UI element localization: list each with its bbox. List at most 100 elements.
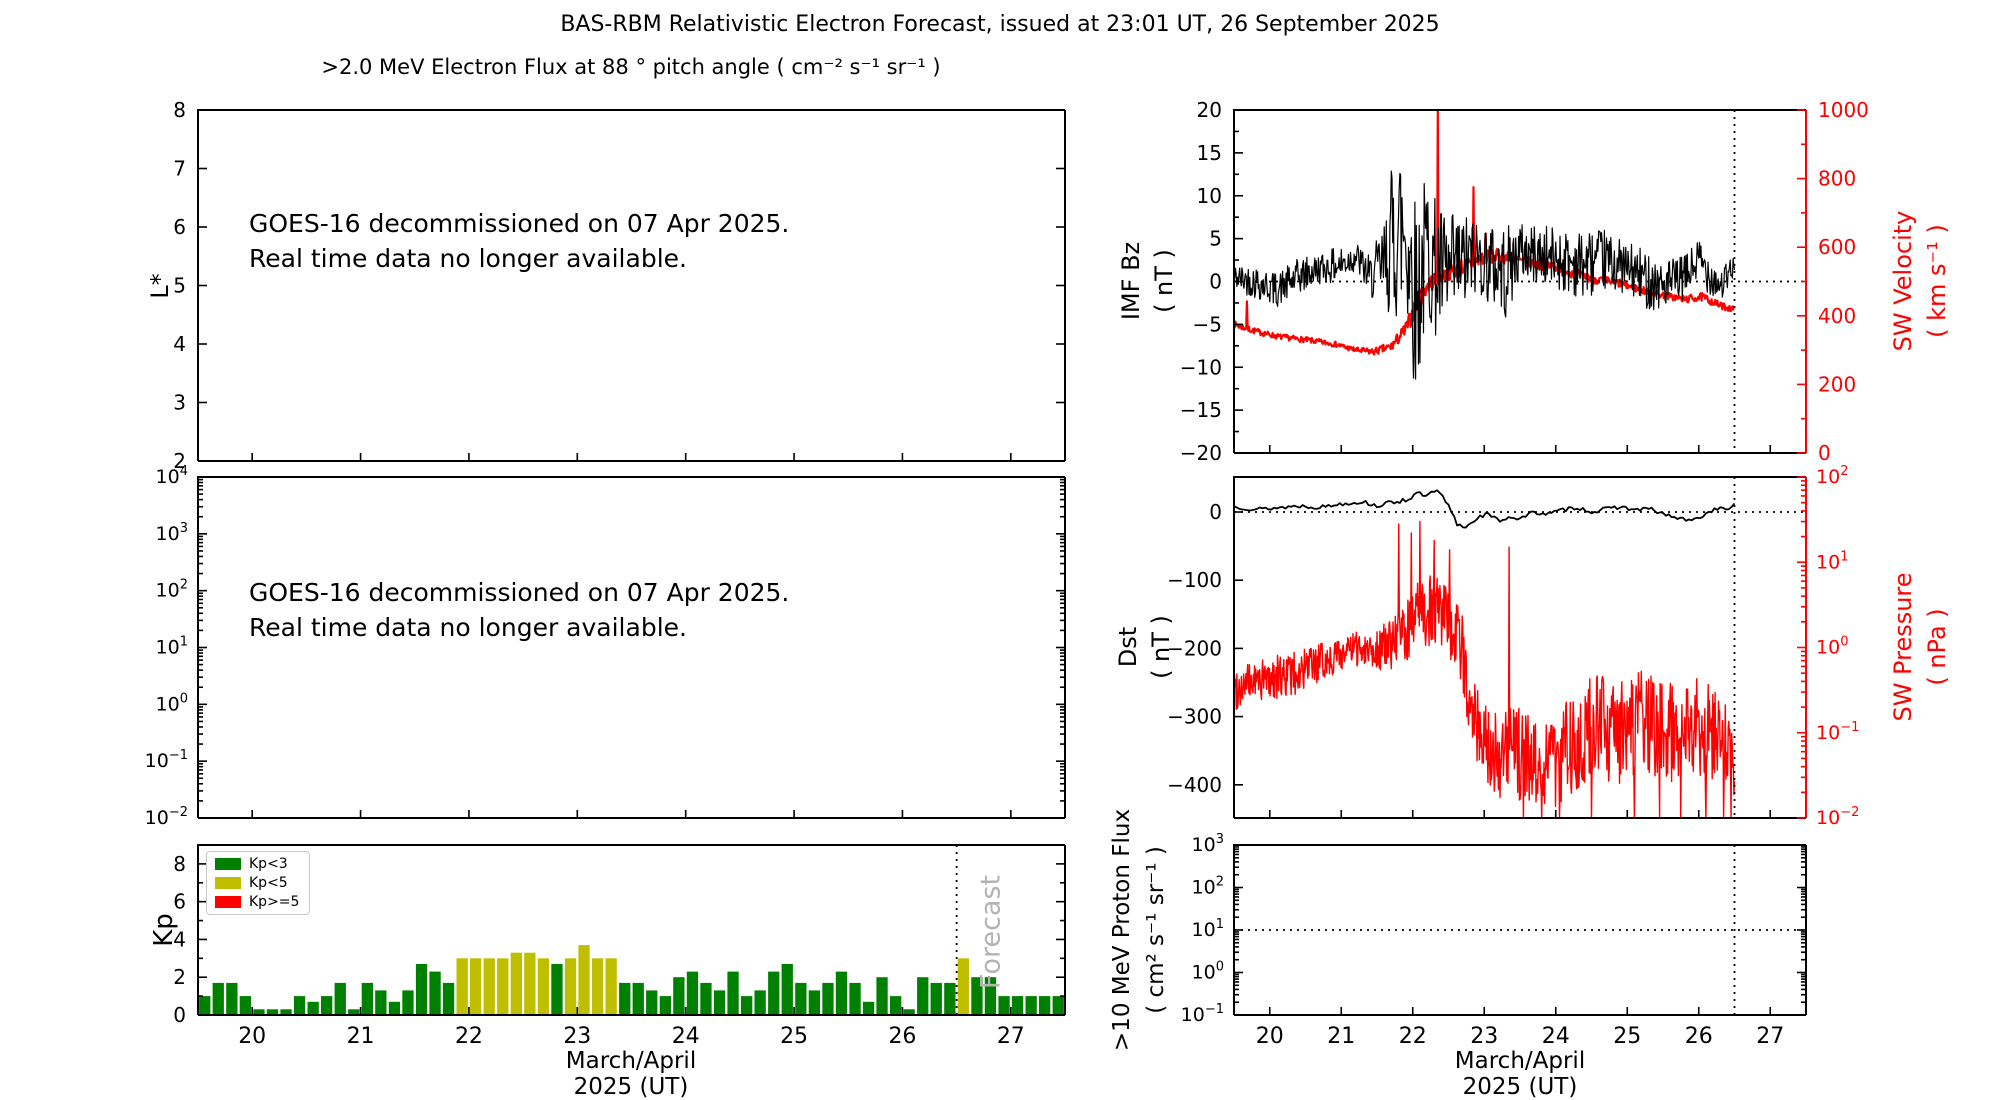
tick-label: 2 (173, 449, 186, 473)
right-xaxis-label-line2: 2025 (UT) (1462, 1074, 1578, 1100)
tick-label: 10−1 (1181, 1002, 1224, 1026)
data-series (1233, 170, 1736, 380)
legend-swatch-yellow (215, 877, 241, 889)
tick-label: 102 (1192, 875, 1224, 899)
legend-item-kp-lt5: Kp<5 (215, 876, 299, 890)
goes-message-line2: Real time data no longer available. (249, 613, 687, 642)
kp-bar (795, 982, 807, 1015)
tick-label: 21 (1327, 1024, 1355, 1049)
tick-label: 20 (1256, 1024, 1284, 1049)
kp-bar (822, 982, 834, 1015)
tick-label: 6 (173, 215, 186, 239)
lstar-axis-label: L* (146, 273, 174, 299)
kp-bar (619, 982, 631, 1015)
tick-label: 4 (173, 332, 186, 356)
kp-bar (253, 1009, 265, 1015)
kp-bar (442, 982, 455, 1015)
kp-bar (578, 945, 590, 1015)
tick-label: 100 (1816, 635, 1848, 659)
tick-label: 24 (1542, 1024, 1570, 1049)
sw-pressure-axis-label-line2: ( nPa ) (1923, 608, 1951, 686)
panel-border (1233, 844, 1806, 1015)
kp-bar (226, 982, 238, 1015)
right-xaxis-label-line1: March/April (1454, 1048, 1586, 1074)
tick-label: 1000 (1818, 98, 1869, 122)
tick-label: 0 (173, 1003, 186, 1027)
tick-label: 10−1 (1816, 720, 1859, 744)
kp-bar (700, 982, 712, 1015)
tick-label: 24 (672, 1024, 700, 1049)
panel-border (197, 109, 1065, 461)
tick-label: −200 (1167, 636, 1222, 660)
tick-label: 8 (173, 98, 186, 122)
tick-label: 26 (1685, 1024, 1713, 1049)
sw-pressure-axis-label-line1: SW Pressure (1889, 572, 1917, 722)
tick-label: 102 (156, 578, 188, 602)
kp-bar (686, 971, 699, 1015)
tick-label: 10−1 (145, 748, 188, 772)
tick-label: 23 (563, 1024, 591, 1049)
left-xaxis-label-line2: 2025 (UT) (573, 1074, 689, 1100)
tick-label: 102 (1816, 464, 1848, 488)
kp-bar (1025, 996, 1037, 1015)
panel-border (1233, 109, 1806, 453)
kp-bar (984, 977, 997, 1015)
tick-label: 101 (156, 635, 188, 659)
kp-bar (280, 1009, 292, 1015)
dst-axis-label-line2: ( nT ) (1147, 615, 1175, 679)
tick-label: 21 (347, 1024, 375, 1049)
kp-bar (835, 971, 848, 1015)
goes-message-middle: GOES-16 decommissioned on 07 Apr 2025. R… (249, 575, 789, 645)
kp-bar (361, 982, 373, 1015)
tick-label: 23 (1470, 1024, 1498, 1049)
tick-label: 100 (156, 691, 188, 715)
kp-bar (524, 952, 536, 1015)
legend-swatch-green (215, 858, 241, 870)
data-series (1233, 489, 1736, 529)
kp-bar (348, 1009, 360, 1015)
kp-bar (930, 982, 942, 1015)
kp-bar (497, 958, 509, 1015)
kp-bar (470, 958, 482, 1015)
tick-label: 101 (1192, 917, 1224, 941)
dst-axis-label-line1: Dst (1114, 626, 1142, 668)
goes-message-top: GOES-16 decommissioned on 07 Apr 2025. R… (249, 206, 789, 276)
forecast-watermark: Forecast (975, 874, 1007, 990)
panel-border (197, 476, 1065, 818)
kp-bar (998, 996, 1010, 1015)
kp-bar (754, 990, 766, 1015)
tick-label: 3 (173, 391, 186, 415)
kp-bar (564, 958, 577, 1015)
kp-bar (727, 971, 739, 1015)
tick-label: 7 (173, 157, 186, 181)
tick-label: 25 (1613, 1024, 1641, 1049)
tick-label: 2 (173, 965, 186, 989)
kp-bar (483, 958, 495, 1015)
tick-label: 5 (1209, 227, 1222, 251)
goes-message-line2: Real time data no longer available. (249, 244, 687, 273)
kp-bar (388, 1001, 401, 1015)
legend-item-kp-gte5: Kp>=5 (215, 895, 299, 909)
tick-label: 15 (1197, 141, 1222, 165)
kp-bar (239, 996, 251, 1015)
tick-label: 400 (1818, 304, 1856, 328)
kp-bar (781, 964, 793, 1015)
kp-bar (808, 990, 820, 1015)
kp-bar (957, 958, 969, 1015)
tick-label: 600 (1818, 235, 1856, 259)
kp-bar (876, 977, 888, 1015)
tick-label: 0 (1209, 500, 1222, 524)
tick-label: −10 (1180, 355, 1222, 379)
tick-label: 5 (173, 274, 186, 298)
tick-label: −15 (1180, 398, 1222, 422)
tick-label: 20 (238, 1024, 266, 1049)
kp-bar (321, 996, 333, 1015)
goes-message-line1: GOES-16 decommissioned on 07 Apr 2025. (249, 209, 790, 238)
proton-flux-axis-label-line2: ( cm² s⁻¹ sr⁻¹ ) (1143, 846, 1169, 1014)
kp-bar (862, 1001, 875, 1015)
kp-legend: Kp<3 Kp<5 Kp>=5 (206, 851, 311, 915)
kp-bar (429, 971, 441, 1015)
goes-message-line1: GOES-16 decommissioned on 07 Apr 2025. (249, 578, 790, 607)
